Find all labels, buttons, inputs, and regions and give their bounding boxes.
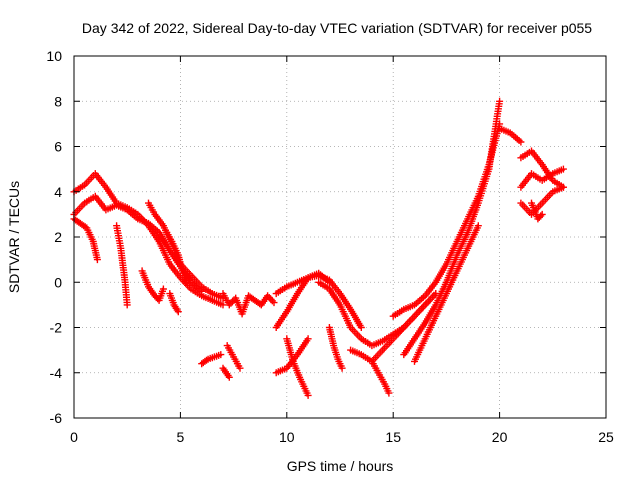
- series-track-6: [138, 267, 167, 304]
- data-point: [267, 295, 275, 303]
- data-point: [304, 335, 312, 343]
- series-track-7: [162, 226, 191, 286]
- series-track-24: [496, 124, 525, 146]
- y-tick-label: 6: [54, 139, 62, 155]
- data-point: [268, 297, 276, 305]
- data-point: [270, 299, 278, 307]
- x-tick-label: 15: [385, 429, 401, 445]
- y-tick-label: 10: [46, 48, 62, 64]
- data-point: [123, 301, 131, 309]
- series-track-12: [219, 364, 233, 381]
- data-point: [385, 389, 393, 397]
- data-point: [559, 183, 567, 191]
- y-tick-label: 2: [54, 229, 62, 245]
- series-track-4: [113, 222, 131, 309]
- series-track-20: [368, 357, 393, 397]
- x-tick-label: 25: [598, 429, 614, 445]
- series-track-14: [272, 269, 333, 331]
- x-tick-label: 20: [492, 429, 508, 445]
- series-track-23: [411, 222, 482, 365]
- data-point: [537, 212, 545, 220]
- series-track-10: [219, 290, 278, 318]
- series-track-16: [272, 335, 312, 377]
- data-point: [203, 356, 210, 364]
- series-track-11: [223, 342, 244, 372]
- series-track-26: [517, 165, 567, 191]
- data-point: [174, 308, 182, 316]
- series-track-21: [389, 120, 504, 320]
- data-point: [236, 364, 244, 372]
- y-tick-label: -2: [50, 320, 63, 336]
- y-tick-label: 8: [54, 93, 62, 109]
- data-point: [559, 165, 567, 173]
- data-point: [517, 138, 525, 146]
- series-track-19: [347, 290, 440, 365]
- y-tick-label: 4: [54, 184, 62, 200]
- y-tick-label: -6: [50, 410, 63, 426]
- ticks: 0 5 10 15 20 25 -6 -4 -2 0 2 4 6 8 10: [46, 48, 614, 445]
- data-point: [159, 285, 167, 293]
- y-axis-title: SDTVAR / TECUs: [6, 181, 22, 293]
- data-point: [183, 278, 191, 286]
- data-point: [474, 222, 482, 230]
- data-point: [496, 97, 504, 105]
- data-point: [538, 210, 546, 218]
- data-point: [225, 373, 233, 381]
- y-tick-label: -4: [50, 365, 63, 381]
- series-track-27: [517, 183, 567, 218]
- y-tick-label: 0: [54, 274, 62, 290]
- data-point: [338, 364, 346, 372]
- data-point: [325, 278, 333, 286]
- series-track-8: [166, 290, 182, 316]
- data-points: [70, 97, 567, 399]
- chart-title: Day 342 of 2022, Sidereal Day-to-day VTE…: [82, 20, 592, 36]
- series-track-18: [325, 324, 346, 372]
- data-point: [229, 298, 236, 305]
- data-point: [357, 324, 365, 331]
- x-axis-title: GPS time / hours: [287, 458, 394, 474]
- x-tick-label: 5: [177, 429, 185, 445]
- series-track-22: [400, 97, 504, 359]
- series-track-28: [528, 199, 546, 223]
- series-track-13: [272, 272, 365, 331]
- data-point: [217, 351, 225, 359]
- x-tick-label: 10: [279, 429, 295, 445]
- x-tick-label: 0: [70, 429, 78, 445]
- data-point: [93, 256, 101, 264]
- series-track-3: [70, 215, 101, 264]
- series-track-15: [283, 335, 312, 399]
- data-point: [219, 301, 227, 309]
- series-track-9: [198, 351, 225, 368]
- data-point: [304, 391, 312, 399]
